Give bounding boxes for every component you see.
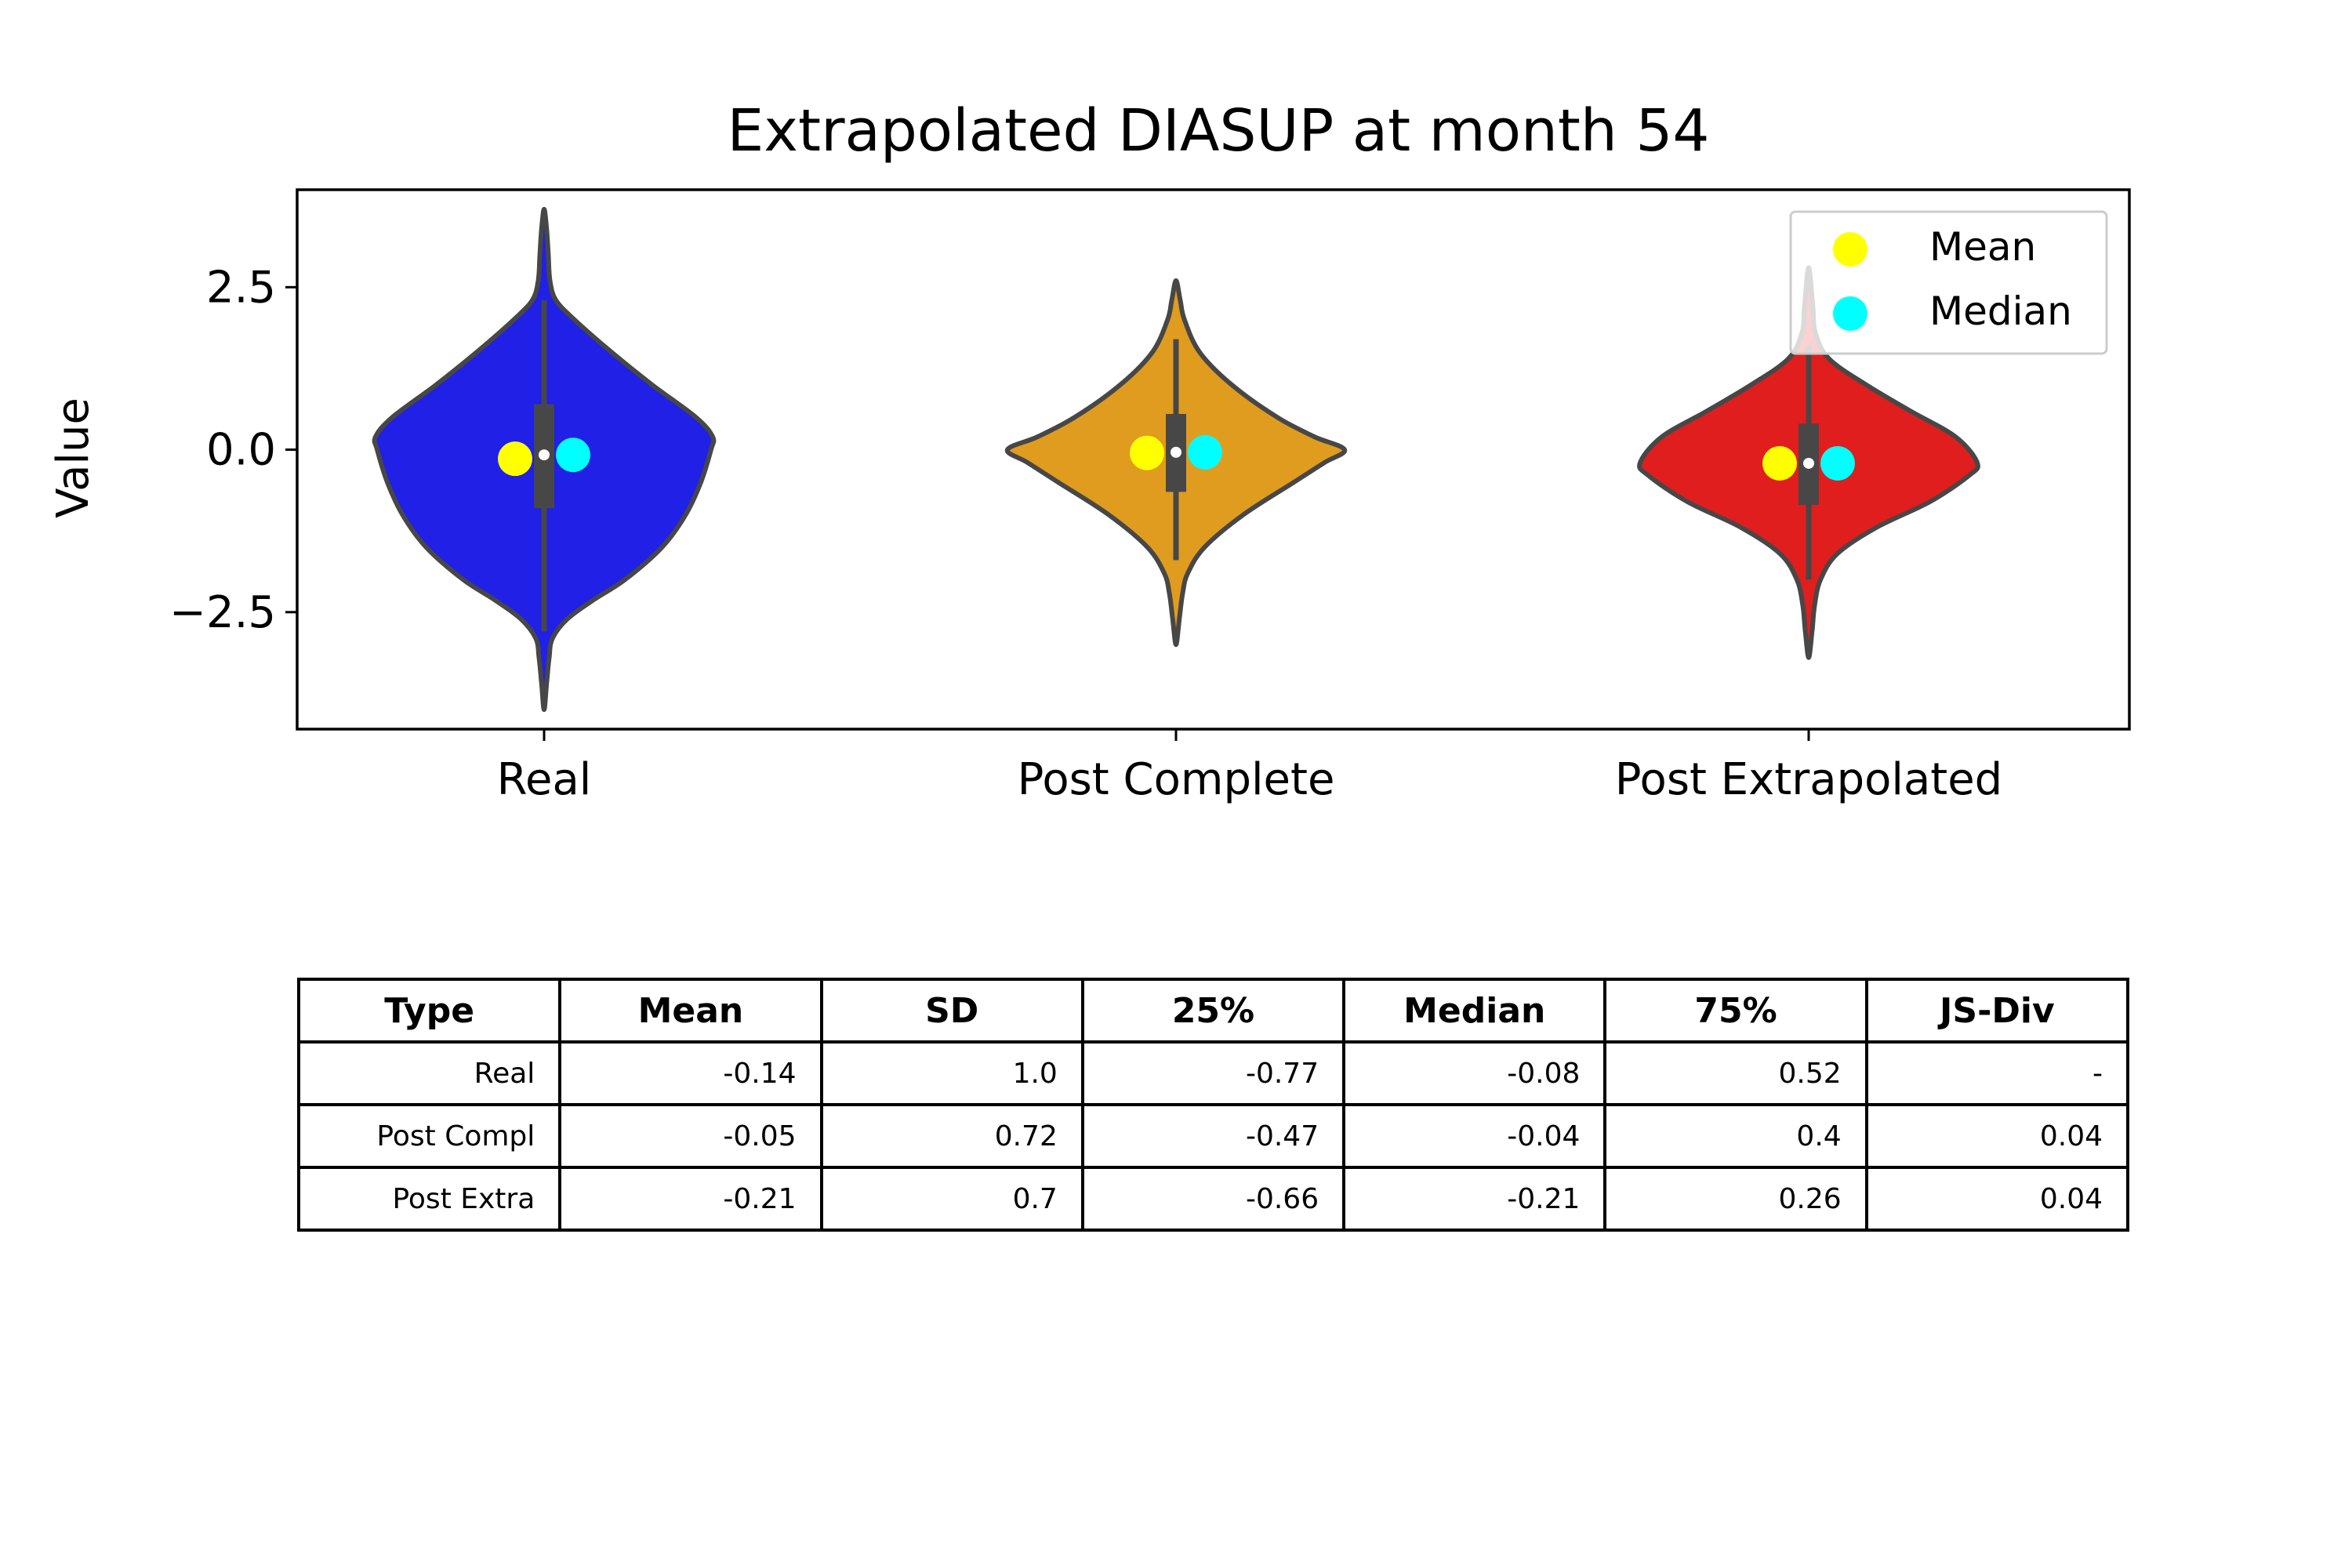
y-axis-label: Value (48, 397, 99, 518)
table-cell: 0.4 (1603, 1103, 1868, 1169)
table-cell: -0.47 (1080, 1103, 1346, 1169)
y-tick-label: −2.5 (169, 587, 276, 638)
table-header-cell: 25% (1080, 978, 1346, 1044)
legend: Mean Median (1789, 210, 2108, 355)
table-cell: 0.04 (1864, 1103, 2130, 1169)
plot-frame (296, 188, 2131, 731)
legend-label-mean: Mean (1929, 224, 2036, 270)
table-cell: - (1864, 1040, 2130, 1106)
table-cell: -0.05 (558, 1103, 823, 1169)
table-header-cell: Median (1342, 978, 1607, 1044)
table-header-cell: Mean (558, 978, 823, 1044)
median-marker (1820, 445, 1855, 481)
table-cell: 0.04 (1864, 1166, 2130, 1232)
table-cell: -0.21 (1342, 1166, 1607, 1232)
y-tick-label: 0.0 (206, 425, 276, 476)
violin-median-dot (1171, 446, 1181, 458)
table-cell: -0.66 (1080, 1166, 1346, 1232)
stats-table: Type Mean SD 25% Median 75% JS-Div Real … (296, 978, 2130, 1232)
table-header-cell: Type (296, 978, 562, 1044)
median-marker (556, 437, 590, 473)
mean-marker (498, 441, 532, 477)
violin-median-dot (1803, 457, 1814, 469)
plot-area: 2.5 0.0 −2.5 Real Post Complete Post Extrapol… (169, 206, 2002, 805)
legend-label-median: Median (1929, 289, 2072, 334)
y-tick-label: 2.5 (206, 262, 276, 313)
table-row: Real -0.14 1.0 -0.77 -0.08 0.52 - (296, 1040, 2130, 1106)
legend-marker-mean (1833, 232, 1867, 267)
table-cell: Real (296, 1040, 562, 1106)
x-tick-label: Post Complete (1018, 754, 1335, 805)
table-header-cell: JS-Div (1864, 978, 2130, 1044)
table-header-cell: SD (819, 978, 1084, 1044)
table-cell: 0.72 (819, 1103, 1084, 1169)
table-cell: -0.21 (558, 1166, 823, 1232)
x-tick-label: Real (497, 754, 592, 805)
table-cell: 0.26 (1603, 1166, 1868, 1232)
violin-median-dot (539, 449, 550, 461)
table-row: Post Compl -0.05 0.72 -0.47 -0.04 0.4 0.… (296, 1103, 2130, 1169)
median-marker (1188, 434, 1222, 470)
table-row: Post Extra -0.21 0.7 -0.66 -0.21 0.26 0.… (296, 1166, 2130, 1232)
table-cell: 0.52 (1603, 1040, 1868, 1106)
table-cell: 0.7 (819, 1166, 1084, 1232)
mean-marker (1130, 435, 1164, 470)
x-tick-label: Post Extrapolated (1615, 754, 2002, 805)
table-cell: Post Extra (296, 1166, 562, 1232)
table-cell: -0.04 (1342, 1103, 1607, 1169)
mean-marker (1762, 445, 1797, 481)
table-cell: -0.14 (558, 1040, 823, 1106)
table-cell: -0.77 (1080, 1040, 1346, 1106)
chart-title: Extrapolated DIASUP at month 54 (728, 97, 1710, 165)
table-cell: -0.08 (1342, 1040, 1607, 1106)
table-cell: 1.0 (819, 1040, 1084, 1106)
legend-box (1789, 210, 2108, 355)
table-cell: Post Compl (296, 1103, 562, 1169)
table-header-cell: 75% (1603, 978, 1868, 1044)
legend-marker-median (1833, 296, 1867, 331)
table-header-row: Type Mean SD 25% Median 75% JS-Div (296, 978, 2130, 1044)
